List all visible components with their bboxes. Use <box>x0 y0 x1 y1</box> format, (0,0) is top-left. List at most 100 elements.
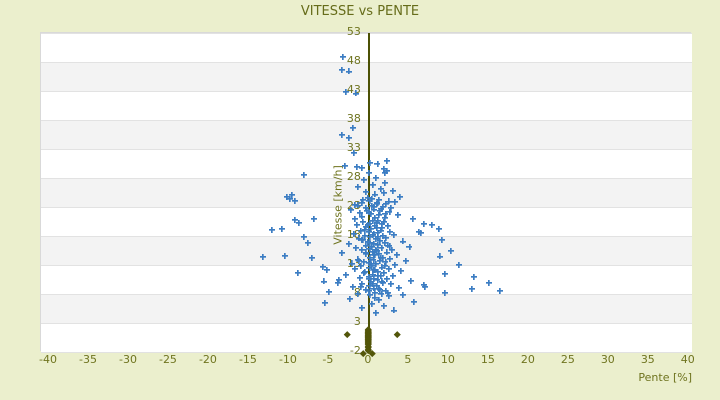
data-point-vitesse <box>358 305 365 312</box>
gridline <box>41 32 692 34</box>
data-point-vitesse <box>363 251 370 258</box>
data-point-vitesse <box>362 287 369 294</box>
data-point-vitesse <box>395 211 402 218</box>
data-point-vitesse <box>380 165 387 172</box>
data-point-vitesse <box>385 265 392 272</box>
data-point-vitesse <box>372 191 379 198</box>
data-point-vitesse <box>365 288 372 295</box>
data-point-vitesse <box>389 273 396 280</box>
data-point-vitesse <box>379 220 386 227</box>
data-point-vitesse <box>384 275 391 282</box>
x-tick-label: 25 <box>560 353 575 366</box>
data-point-vitesse <box>321 299 328 306</box>
x-tick-label: 10 <box>440 353 455 366</box>
data-point-vitesse <box>396 284 403 291</box>
data-point-vitesse <box>439 236 446 243</box>
data-point-vitesse <box>376 250 383 257</box>
data-point-vitesse <box>471 274 478 281</box>
x-tick-label: 35 <box>640 353 655 366</box>
x-tick-label: -25 <box>158 353 177 366</box>
data-point-vitesse <box>379 264 386 271</box>
data-point-vitesse <box>374 272 381 279</box>
data-point-vitesse <box>411 298 418 305</box>
data-point-vitesse <box>355 183 362 190</box>
data-point-vitesse <box>377 227 384 234</box>
data-point-vitesse <box>358 200 365 207</box>
data-point-vitesse <box>377 272 384 279</box>
data-point-vitesse <box>343 89 350 96</box>
background-band <box>41 33 692 62</box>
data-point-vitesse <box>400 291 407 298</box>
data-point-vitesse <box>367 160 374 167</box>
data-point-vitesse <box>383 200 390 207</box>
data-point-vitesse <box>370 285 377 292</box>
data-point-vitesse <box>356 258 363 265</box>
data-point-vitesse <box>372 236 379 243</box>
data-point-vitesse <box>350 230 357 237</box>
data-point-vitesse <box>278 225 285 232</box>
data-point-vitesse <box>368 211 375 218</box>
data-point-vitesse <box>369 271 376 278</box>
data-point-vitesse <box>386 243 393 250</box>
data-point-vitesse <box>456 261 463 268</box>
chart-title: VITESSE vs PENTE <box>300 4 420 19</box>
x-axis-title: Pente [%] <box>638 371 692 384</box>
data-point-vitesse <box>349 284 356 291</box>
x-tick-label: 20 <box>520 353 535 366</box>
data-point-vitesse <box>370 256 377 263</box>
data-point-vitesse <box>348 260 355 267</box>
background-band <box>41 294 692 323</box>
data-point-vitesse <box>375 268 382 275</box>
data-point-vitesse <box>496 288 503 295</box>
data-point-vitesse <box>400 238 407 245</box>
data-point-vitesse <box>360 176 367 183</box>
data-point-vitesse <box>380 270 387 277</box>
data-point-vitesse <box>334 279 341 286</box>
data-point-vitesse <box>376 212 383 219</box>
data-point-vitesse <box>281 252 288 259</box>
data-point-vitesse <box>345 241 352 248</box>
data-point-vitesse <box>360 237 367 244</box>
data-point-vitesse <box>375 241 382 248</box>
data-point-vitesse <box>387 255 394 262</box>
data-point-vitesse <box>387 228 394 235</box>
data-point-vitesse <box>294 269 301 276</box>
data-point-vitesse <box>357 263 364 270</box>
data-point-vitesse <box>448 248 455 255</box>
data-point-vitesse <box>365 169 372 176</box>
data-point-vitesse <box>388 246 395 253</box>
gridline <box>41 148 692 150</box>
data-point-vitesse <box>388 205 395 212</box>
data-point-vitesse <box>325 288 332 295</box>
data-point-vitesse <box>372 294 379 301</box>
gridline <box>41 90 692 92</box>
gridline <box>41 61 692 63</box>
data-point-vitesse <box>357 227 364 234</box>
x-tick-label: -40 <box>39 353 57 366</box>
data-point-vitesse <box>417 229 424 236</box>
data-point-vitesse <box>363 189 370 196</box>
data-point-vitesse <box>367 234 374 241</box>
data-point-vitesse <box>366 282 373 289</box>
data-point-vitesse <box>468 285 475 292</box>
data-point-vitesse <box>376 296 383 303</box>
data-point-vitesse <box>372 267 379 274</box>
x-tick-label: -5 <box>322 353 334 366</box>
data-point-vitesse <box>367 292 374 299</box>
data-point-vitesse <box>421 283 428 290</box>
data-point-vitesse <box>376 208 383 215</box>
data-point-vitesse <box>308 255 315 262</box>
y-tick-label: 28 <box>346 170 361 183</box>
data-point-vitesse <box>376 258 383 265</box>
data-point-vitesse <box>380 280 387 287</box>
data-point-vitesse <box>356 209 363 216</box>
data-point-vitesse <box>340 53 347 60</box>
data-point-vitesse <box>260 254 267 261</box>
data-point-vitesse <box>384 223 391 230</box>
x-tick-label: -20 <box>198 353 217 366</box>
data-point-vitesse <box>436 253 443 260</box>
data-point-vitesse <box>384 249 391 256</box>
data-point-vitesse <box>366 265 373 272</box>
data-point-vitesse <box>374 230 381 237</box>
